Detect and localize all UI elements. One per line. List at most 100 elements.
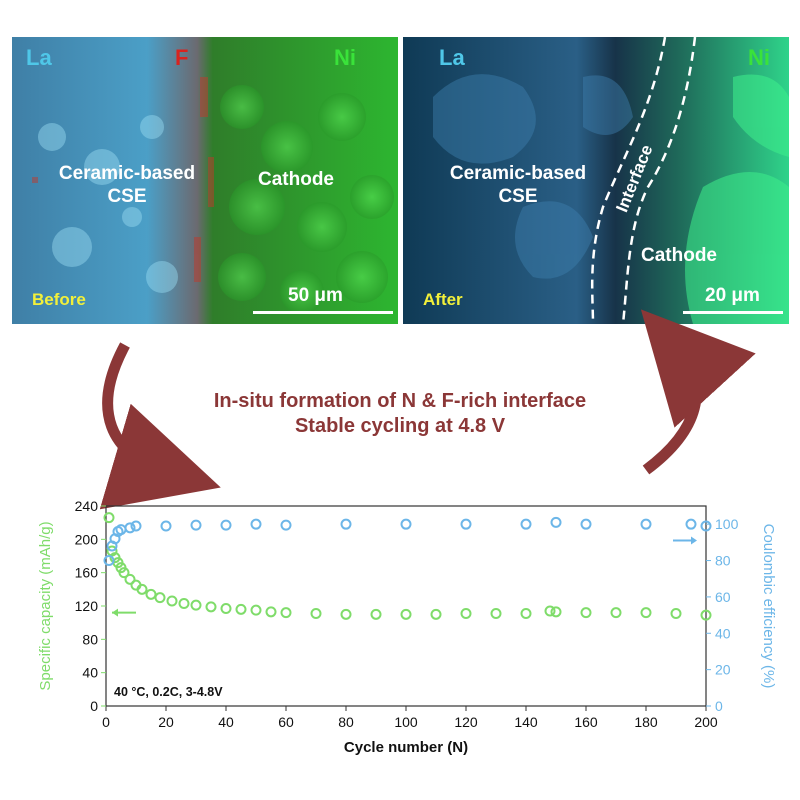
capacity-point bbox=[136, 583, 148, 595]
element-label-la: La bbox=[26, 45, 52, 70]
capacity-point bbox=[178, 598, 190, 609]
region-label-cse: Ceramic-based CSE bbox=[34, 162, 220, 208]
down-arrow bbox=[99, 342, 221, 510]
efficiency-point bbox=[700, 520, 712, 532]
capacity-point bbox=[580, 607, 592, 619]
x-tick-label: 200 bbox=[694, 714, 718, 730]
capacity-point bbox=[520, 608, 532, 619]
capacity-point bbox=[310, 608, 322, 619]
y-left-tick-label: 80 bbox=[82, 631, 98, 647]
y-left-tick-label: 160 bbox=[75, 565, 99, 581]
x-tick-label: 100 bbox=[394, 714, 418, 730]
scale-bar-before bbox=[253, 311, 393, 314]
y-left-tick-label: 240 bbox=[75, 498, 99, 514]
condition-annotation: 40 °C, 0.2C, 3-4.8V bbox=[114, 685, 223, 699]
x-tick-label: 0 bbox=[102, 714, 110, 730]
scale-label-after: 20 μm bbox=[705, 285, 760, 306]
capacity-point bbox=[550, 606, 562, 618]
x-tick-label: 180 bbox=[634, 714, 658, 730]
efficiency-point bbox=[640, 518, 652, 530]
y-left-axis-label: Specific capacity (mAh/g) bbox=[37, 521, 54, 690]
element-label-ni: Ni bbox=[334, 45, 356, 70]
y-right-tick-label: 40 bbox=[715, 625, 731, 641]
capacity-point bbox=[235, 603, 247, 615]
x-axis-label: Cycle number (N) bbox=[344, 739, 468, 756]
capacity-point bbox=[124, 573, 136, 585]
efficiency-point bbox=[685, 518, 697, 530]
y-right-tick-label: 80 bbox=[715, 553, 731, 569]
capacity-point bbox=[700, 609, 712, 621]
y-right-tick-label: 0 bbox=[715, 698, 723, 714]
left-axis-pointer-head bbox=[112, 608, 118, 617]
capacity-point bbox=[154, 592, 166, 604]
region-label-cathode-after: Cathode bbox=[641, 245, 717, 266]
capacity-point bbox=[430, 608, 442, 620]
efficiency-point bbox=[220, 519, 232, 531]
y-right-tick-label: 20 bbox=[715, 662, 731, 678]
x-tick-label: 160 bbox=[574, 714, 598, 730]
efficiency-point bbox=[400, 518, 412, 530]
region-label-cathode: Cathode bbox=[258, 169, 334, 190]
capacity-point bbox=[205, 601, 217, 613]
up-arrow bbox=[640, 309, 756, 475]
capacity-point bbox=[265, 606, 277, 618]
capacity-point bbox=[250, 604, 262, 616]
y-left-tick-label: 120 bbox=[75, 598, 99, 614]
element-label-f: F bbox=[175, 45, 189, 70]
capacity-point bbox=[370, 608, 382, 620]
plot-frame bbox=[105, 505, 707, 707]
efficiency-point bbox=[103, 555, 115, 567]
state-label-after: After bbox=[423, 290, 463, 309]
element-label-ni-after: Ni bbox=[748, 45, 770, 70]
before-panel: La F Ni Ceramic-based CSE Cathode Before… bbox=[12, 37, 398, 324]
capacity-point bbox=[280, 607, 292, 619]
efficiency-point bbox=[580, 518, 592, 530]
capacity-point bbox=[490, 608, 502, 619]
capacity-point bbox=[103, 512, 115, 524]
state-label-before: Before bbox=[32, 290, 86, 309]
headline-line2: Stable cycling at 4.8 V bbox=[294, 415, 506, 437]
capacity-point bbox=[400, 608, 412, 620]
region-label-cse-after-line1: Ceramic-based bbox=[449, 163, 587, 184]
efficiency-point bbox=[460, 518, 472, 530]
efficiency-point bbox=[250, 518, 262, 530]
efficiency-point bbox=[340, 518, 352, 530]
x-tick-label: 40 bbox=[218, 714, 234, 730]
efficiency-point bbox=[124, 522, 136, 534]
region-label-cse-after-line2: CSE bbox=[498, 186, 538, 207]
x-tick-label: 20 bbox=[158, 714, 174, 730]
cycling-chart: 0 20 40 60 80 100 120 140 160 180 2000408012016020… bbox=[37, 498, 777, 756]
after-panel: La Ni Ceramic-based CSE Interface Cathod… bbox=[403, 37, 789, 324]
headline-line1: In-situ formation of N & F-rich interfac… bbox=[213, 390, 587, 412]
capacity-point bbox=[640, 607, 652, 619]
y-left-tick-label: 0 bbox=[90, 698, 98, 714]
capacity-point bbox=[118, 567, 130, 579]
region-label-cse-line1: Ceramic-based bbox=[58, 163, 196, 184]
capacity-point bbox=[220, 603, 232, 614]
y-left-tick-label: 200 bbox=[75, 531, 99, 547]
right-axis-pointer-head bbox=[691, 536, 697, 545]
capacity-point bbox=[460, 608, 472, 619]
x-tick-label: 140 bbox=[514, 714, 538, 730]
y-left-tick-label: 40 bbox=[82, 665, 98, 681]
capacity-point bbox=[610, 607, 622, 619]
capacity-point bbox=[340, 608, 352, 620]
element-label-la-after: La bbox=[439, 45, 465, 70]
y-right-tick-label: 60 bbox=[715, 589, 731, 605]
y-right-axis-label: Coulombic efficiency (%) bbox=[760, 524, 777, 689]
efficiency-point bbox=[160, 520, 172, 532]
x-tick-label: 80 bbox=[338, 714, 354, 730]
capacity-point bbox=[670, 608, 682, 619]
x-tick-label: 120 bbox=[454, 714, 478, 730]
efficiency-point bbox=[190, 519, 202, 531]
efficiency-point bbox=[520, 518, 532, 530]
before-image bbox=[12, 37, 398, 324]
capacity-point bbox=[544, 605, 556, 617]
region-label-cse-line2: CSE bbox=[107, 186, 147, 207]
efficiency-point bbox=[280, 519, 292, 531]
efficiency-point bbox=[130, 520, 142, 532]
capacity-point bbox=[190, 599, 202, 611]
efficiency-point bbox=[550, 516, 562, 528]
headline: In-situ formation of N & F-rich interfac… bbox=[120, 389, 680, 439]
